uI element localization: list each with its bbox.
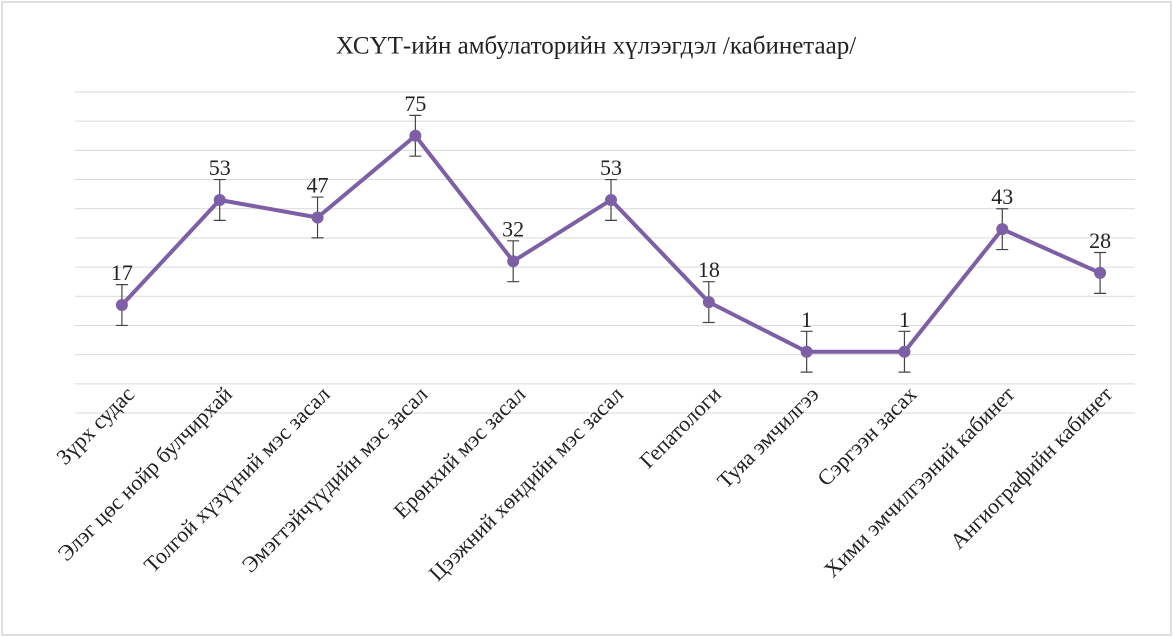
data-label: 53 (209, 155, 231, 180)
data-point (996, 223, 1009, 236)
data-point (507, 255, 520, 268)
data-label: 47 (307, 173, 329, 198)
data-label: 18 (698, 257, 720, 282)
data-label: 1 (899, 307, 910, 332)
data-label: 17 (111, 260, 133, 285)
data-label: 32 (502, 216, 524, 241)
data-point (898, 345, 911, 358)
data-point (311, 211, 324, 224)
chart-title: ХСҮТ-ийн амбулаторийн хүлээгдэл /кабинет… (336, 33, 856, 60)
data-point (115, 299, 128, 312)
data-point (409, 129, 422, 142)
data-point (213, 193, 226, 206)
data-point (1094, 266, 1107, 279)
data-label: 53 (600, 155, 622, 180)
data-point (800, 345, 813, 358)
data-point (605, 193, 617, 206)
data-point (702, 296, 715, 309)
data-label: 43 (991, 184, 1013, 209)
data-label: 1 (801, 307, 812, 332)
data-label: 28 (1089, 228, 1111, 253)
data-label: 75 (404, 91, 426, 116)
